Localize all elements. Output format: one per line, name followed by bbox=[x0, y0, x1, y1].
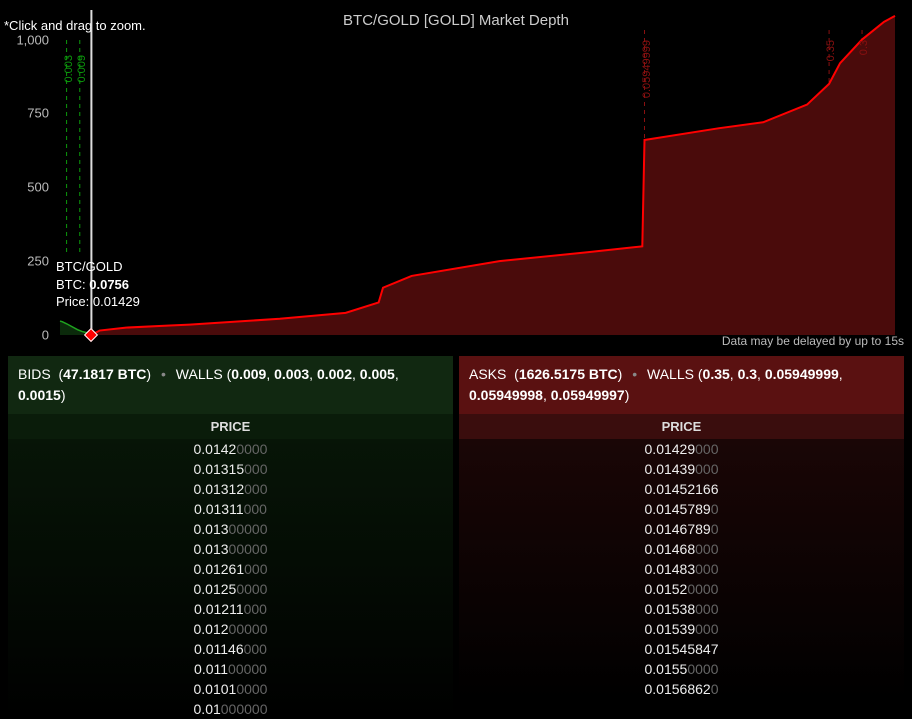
asks-price-header: PRICE bbox=[459, 414, 904, 439]
bids-label: BIDS bbox=[18, 366, 51, 382]
price-row[interactable]: 0.01000000 bbox=[8, 699, 453, 719]
y-axis: 0 250 500 750 1,000 bbox=[0, 0, 55, 340]
price-row[interactable]: 0.01467890 bbox=[459, 519, 904, 539]
price-row[interactable]: 0.01250000 bbox=[8, 579, 453, 599]
price-row[interactable]: 0.01010000 bbox=[8, 679, 453, 699]
bids-walls-label: WALLS bbox=[176, 366, 223, 382]
price-row[interactable]: 0.01146000 bbox=[8, 639, 453, 659]
y-tick: 1,000 bbox=[16, 32, 49, 47]
price-row[interactable]: 0.01261000 bbox=[8, 559, 453, 579]
tooltip-amount-label: BTC: bbox=[56, 277, 86, 292]
tooltip-price-label: Price: bbox=[56, 294, 89, 309]
price-row[interactable]: 0.01483000 bbox=[459, 559, 904, 579]
price-row[interactable]: 0.01315000 bbox=[8, 459, 453, 479]
price-row[interactable]: 0.01429000 bbox=[459, 439, 904, 459]
delay-note: Data may be delayed by up to 15s bbox=[722, 334, 904, 348]
price-row[interactable]: 0.01538000 bbox=[459, 599, 904, 619]
price-row[interactable]: 0.01300000 bbox=[8, 519, 453, 539]
wall-label: 0.05949999 bbox=[641, 40, 653, 98]
price-row[interactable]: 0.01550000 bbox=[459, 659, 904, 679]
y-tick: 250 bbox=[27, 254, 49, 269]
price-row[interactable]: 0.01457890 bbox=[459, 499, 904, 519]
asks-header: ASKS (1626.5175 BTC) • WALLS (0.35, 0.3,… bbox=[459, 356, 904, 414]
y-tick: 0 bbox=[42, 328, 49, 343]
price-row[interactable]: 0.01312000 bbox=[8, 479, 453, 499]
wall-label: 0.003 bbox=[63, 55, 75, 83]
price-row[interactable]: 0.01568620 bbox=[459, 679, 904, 699]
tooltip-pair: BTC/GOLD bbox=[56, 258, 140, 276]
price-row[interactable]: 0.01439000 bbox=[459, 459, 904, 479]
bids-column: BIDS (47.1817 BTC) • WALLS (0.009, 0.003… bbox=[8, 356, 453, 719]
wall-label: 0.35 bbox=[825, 40, 837, 61]
price-row[interactable]: 0.01311000 bbox=[8, 499, 453, 519]
price-row[interactable]: 0.01100000 bbox=[8, 659, 453, 679]
price-row[interactable]: 0.01520000 bbox=[459, 579, 904, 599]
price-row[interactable]: 0.01300000 bbox=[8, 539, 453, 559]
price-row[interactable]: 0.01420000 bbox=[8, 439, 453, 459]
y-tick: 500 bbox=[27, 180, 49, 195]
depth-chart[interactable]: *Click and drag to zoom. BTC/GOLD [GOLD]… bbox=[0, 0, 912, 350]
wall-label: 0.009 bbox=[76, 55, 88, 83]
orderbook: BIDS (47.1817 BTC) • WALLS (0.009, 0.003… bbox=[0, 356, 912, 719]
y-tick: 750 bbox=[27, 106, 49, 121]
wall-label: 0.3 bbox=[858, 40, 870, 55]
price-row[interactable]: 0.01468000 bbox=[459, 539, 904, 559]
price-row[interactable]: 0.01539000 bbox=[459, 619, 904, 639]
asks-walls-label: WALLS bbox=[647, 366, 694, 382]
bids-total: 47.1817 BTC bbox=[63, 366, 146, 382]
price-row[interactable]: 0.01200000 bbox=[8, 619, 453, 639]
price-row[interactable]: 0.01545847 bbox=[459, 639, 904, 659]
tooltip-price: 0.01429 bbox=[93, 294, 140, 309]
bids-header: BIDS (47.1817 BTC) • WALLS (0.009, 0.003… bbox=[8, 356, 453, 414]
price-row[interactable]: 0.01452166 bbox=[459, 479, 904, 499]
bids-price-header: PRICE bbox=[8, 414, 453, 439]
price-row[interactable]: 0.01211000 bbox=[8, 599, 453, 619]
asks-label: ASKS bbox=[469, 366, 506, 382]
bids-price-list[interactable]: 0.014200000.013150000.013120000.01311000… bbox=[8, 439, 453, 719]
asks-price-list[interactable]: 0.014290000.014390000.014521660.01457890… bbox=[459, 439, 904, 699]
asks-column: ASKS (1626.5175 BTC) • WALLS (0.35, 0.3,… bbox=[459, 356, 904, 719]
tooltip-amount: 0.0756 bbox=[89, 277, 129, 292]
chart-tooltip: BTC/GOLD BTC: 0.0756 Price: 0.01429 bbox=[56, 258, 140, 311]
asks-total: 1626.5175 BTC bbox=[519, 366, 618, 382]
